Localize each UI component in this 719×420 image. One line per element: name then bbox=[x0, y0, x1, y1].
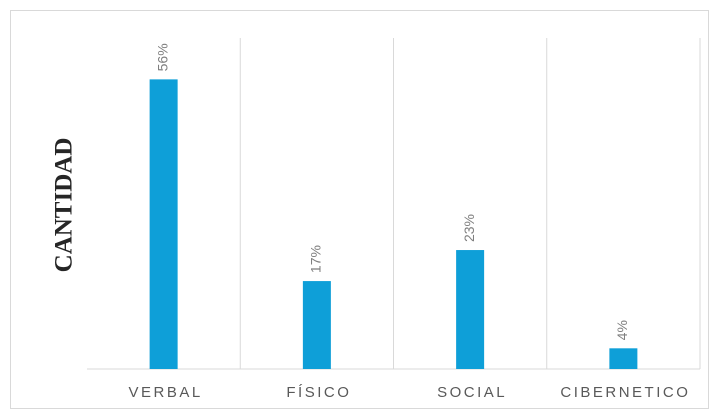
bar bbox=[302, 281, 331, 369]
y-axis-label: CANTIDAD bbox=[51, 138, 78, 273]
x-tick-label: VERBAL bbox=[129, 384, 203, 401]
value-label: 4% bbox=[614, 320, 630, 340]
value-label: 17% bbox=[308, 245, 324, 273]
bar bbox=[456, 250, 485, 369]
bar bbox=[149, 79, 178, 369]
bar bbox=[609, 348, 638, 369]
chart-frame bbox=[10, 10, 709, 409]
x-tick-label: CIBERNETICO bbox=[560, 384, 690, 401]
value-label: 56% bbox=[154, 43, 170, 71]
value-label: 23% bbox=[461, 214, 477, 242]
x-tick-label: FÍSICO bbox=[286, 384, 351, 401]
x-tick-label: SOCIAL bbox=[437, 384, 507, 401]
